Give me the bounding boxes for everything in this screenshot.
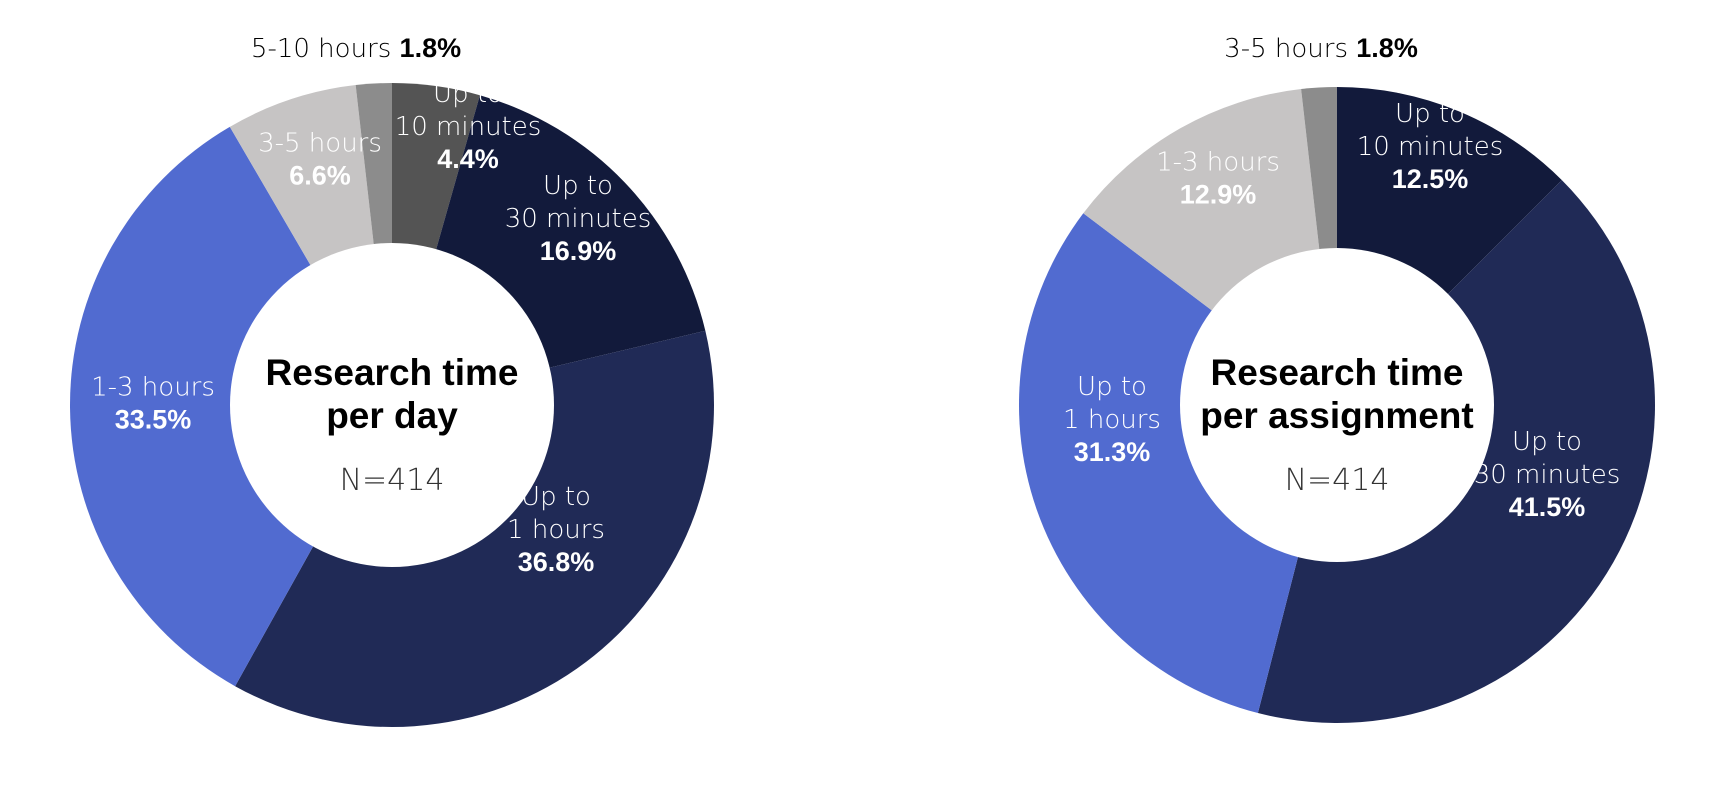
donut-hole [1180,248,1494,562]
slice-label-name-up-to-10-minutes: Up to [1395,99,1465,129]
slice-label-percent-up-to-10-minutes: 12.5% [1392,164,1469,194]
slice-label-name: 3-5 hours [1224,34,1356,64]
sample-size-label: N=414 [1285,463,1390,498]
slice-label-percent-up-to-1-hours: 36.8% [518,547,595,577]
slice-label-name-up-to-1-hours: 1 hours [1063,405,1161,435]
slice-label-percent: 1.8% [1356,33,1418,63]
slice-label-5-10-hours: 5-10 hours 1.8% [251,33,461,64]
slice-label-percent-1-3-hours: 33.5% [115,405,192,435]
slice-label-name-up-to-10-minutes: 10 minutes [395,112,542,142]
slice-label-name-up-to-10-minutes: 10 minutes [1357,132,1504,162]
slice-label-name-up-to-30-minutes: Up to [1512,427,1582,457]
slice-label-name-up-to-30-minutes: Up to [543,171,613,201]
slice-label-percent-up-to-30-minutes: 41.5% [1509,492,1586,522]
slice-label-percent-1-3-hours: 12.9% [1180,180,1257,210]
slice-label-name-1-3-hours: 1-3 hours [91,373,215,403]
slice-label-3-5-hours: 3-5 hours 1.8% [1224,33,1418,64]
slice-label-name-up-to-10-minutes: Up to [433,79,503,109]
slice-label-name-up-to-1-hours: 1 hours [507,515,605,545]
slice-label-name-3-5-hours: 3-5 hours [258,129,382,159]
slice-label-percent: 1.8% [400,33,462,63]
slice-label-name-up-to-30-minutes: 30 minutes [505,204,652,234]
slice-label-name: 5-10 hours [251,34,400,64]
slice-label-percent-3-5-hours: 6.6% [289,161,351,191]
slice-label-name-up-to-1-hours: Up to [521,482,591,512]
slice-label-percent-up-to-10-minutes: 4.4% [437,144,499,174]
chart-title-line-2: per day [326,395,458,436]
slice-label-name-up-to-1-hours: Up to [1077,372,1147,402]
slice-label-name-up-to-30-minutes: 30 minutes [1474,460,1621,490]
slice-up-to-1-hours [1019,213,1337,714]
donut-hole [230,243,554,567]
chart-title-line-1: Research time [266,352,519,393]
slice-label-percent-up-to-30-minutes: 16.9% [540,236,617,266]
slice-label-name-1-3-hours: 1-3 hours [1156,148,1280,178]
chart-title-line-2: per assignment [1200,395,1473,436]
chart-title-line-1: Research time [1211,352,1464,393]
slice-label-percent-up-to-1-hours: 31.3% [1074,437,1151,467]
sample-size-label: N=414 [340,463,445,498]
